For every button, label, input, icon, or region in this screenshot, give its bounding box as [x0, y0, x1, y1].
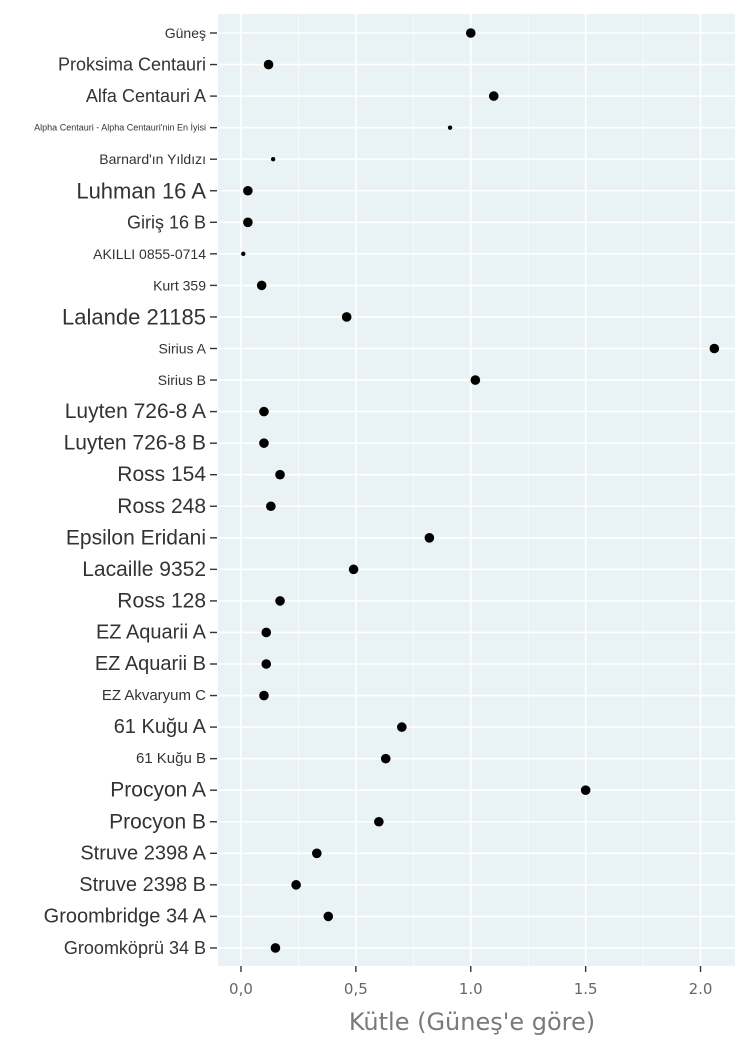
data-point [270, 157, 276, 162]
data-points [241, 28, 720, 953]
data-point [241, 251, 246, 257]
y-tick-label: EZ Aquarii A [96, 621, 207, 643]
y-tick-label: Procyon B [109, 810, 206, 833]
data-point [259, 406, 269, 417]
data-point [261, 627, 272, 638]
x-axis-title: Kütle (Güneş'e göre) [349, 1008, 595, 1036]
y-tick-label: Alpha Centauri - Alpha Centauri'nin En İ… [34, 123, 206, 133]
x-axis: 0,0 0,5 1.0 1.5 2.0 [229, 966, 712, 998]
data-point [263, 59, 274, 70]
y-tick-label: Ross 128 [117, 589, 206, 612]
data-point [341, 312, 352, 322]
data-point [312, 848, 322, 859]
y-tick-label: EZ Aquarii B [95, 653, 206, 675]
data-point [259, 438, 269, 448]
y-tick-label: Proksima Centauri [58, 55, 206, 75]
data-point [374, 816, 384, 827]
y-axis-labels: Güneş Proksima Centauri Alfa Centauri A Alp… [34, 25, 217, 958]
x-tick-label: 1.0 [459, 980, 483, 998]
data-point [270, 943, 281, 953]
y-tick-label: Ross 248 [117, 495, 206, 518]
x-tick-label: 1.5 [574, 980, 598, 998]
data-point [243, 217, 253, 228]
y-tick-label: AKILLI 0855-0714 [93, 246, 206, 262]
grid-lines [218, 14, 735, 966]
data-point [424, 533, 435, 543]
data-point [397, 722, 407, 732]
y-tick-label: Güneş [165, 25, 206, 41]
y-tick-label: Giriş 16 B [127, 212, 206, 232]
y-tick-label: 61 Kuğu B [136, 750, 206, 767]
data-point [266, 501, 276, 512]
y-tick-label: Lalande 21185 [62, 304, 206, 329]
data-point [348, 564, 359, 575]
data-point [275, 596, 285, 606]
y-tick-label: Luyten 726-8 A [65, 400, 206, 423]
y-tick-label: Luyten 726-8 B [64, 432, 206, 455]
y-tick-label: 61 Kuğu A [114, 716, 207, 738]
x-tick-label: 0,5 [344, 980, 368, 998]
y-tick-label: Alfa Centauri A [86, 86, 206, 106]
data-point [380, 753, 391, 764]
y-tick-label: Ross 154 [117, 463, 206, 486]
y-tick-label: Sirius B [158, 372, 206, 388]
data-point [465, 28, 476, 38]
data-point [709, 343, 720, 354]
y-tick-label: Barnard'ın Yıldızı [99, 151, 206, 167]
data-point [488, 91, 499, 101]
y-tick-label: EZ Akvaryum C [102, 687, 206, 704]
data-point [259, 690, 269, 701]
x-tick-label: 2.0 [689, 980, 713, 998]
y-tick-label: Kurt 359 [153, 277, 206, 293]
data-point [323, 911, 334, 922]
data-point [256, 280, 267, 291]
data-point [447, 125, 453, 130]
y-tick-label: Struve 2398 B [79, 874, 206, 896]
data-point [275, 469, 285, 480]
data-point [580, 785, 591, 795]
y-tick-label: Luhman 16 A [76, 178, 206, 203]
y-tick-label: Lacaille 9352 [82, 558, 206, 581]
data-point [261, 659, 272, 669]
y-tick-label: Epsilon Eridani [66, 526, 206, 549]
y-tick-label: Struve 2398 A [80, 842, 206, 864]
data-point [243, 185, 253, 196]
data-point [291, 880, 301, 890]
y-tick-label: Procyon A [110, 779, 206, 802]
y-tick-label: Groombridge 34 A [44, 905, 207, 927]
data-point [470, 375, 481, 385]
y-tick-label: Sirius A [159, 341, 207, 357]
x-tick-label: 0,0 [229, 980, 253, 998]
y-tick-label: Groomköprü 34 B [64, 938, 206, 958]
plot-panel [218, 14, 735, 966]
